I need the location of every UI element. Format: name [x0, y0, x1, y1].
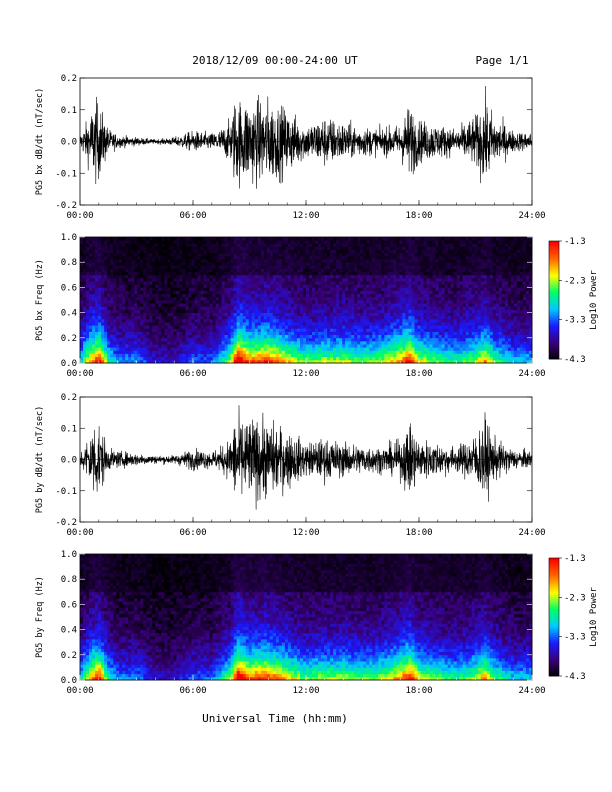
x-tick-label: 18:00 — [405, 528, 432, 538]
y-tick-label: 0.2 — [61, 393, 77, 403]
colorbar: -1.3 -2.3 -3.3 -4.3 Log10 Power — [548, 554, 599, 682]
x-tick-label: 06:00 — [179, 686, 206, 696]
x-tick-label: 24:00 — [518, 369, 545, 379]
y-axis-label: PG5 by dB/dt (nT/sec) — [35, 406, 45, 513]
y-tick-label: 0.1 — [61, 106, 77, 116]
heatmap-cells — [80, 554, 533, 681]
y-tick-label: 0.0 — [61, 676, 77, 686]
y-tick-label: -0.1 — [55, 487, 77, 497]
colorbar-frame — [548, 557, 560, 677]
y-tick-label: 0.1 — [61, 424, 77, 434]
y-tick-label: 0.4 — [61, 309, 77, 319]
colorbar-tick-label: -4.3 — [564, 672, 586, 682]
panel-1: 0.2 0.1 0.0 -0.1 -0.2 PG5 bx dB/dt (nT/sec) 00… — [35, 74, 546, 221]
panel-2: -1.3 -2.3 -3.3 -4.3 Log10 Power 1.0 0.8 0.6 0.4 0… — [35, 233, 599, 379]
y-tick-label: -0.1 — [55, 169, 77, 179]
x-tick-label: 00:00 — [66, 369, 93, 379]
x-tick-label: 06:00 — [179, 211, 206, 221]
x-tick-label: 18:00 — [405, 369, 432, 379]
y-tick-label: 0.2 — [61, 651, 77, 661]
series-line — [80, 405, 532, 510]
y-tick-label: -0.2 — [55, 201, 77, 211]
x-tick-label: 18:00 — [405, 211, 432, 221]
x-tick-label: 12:00 — [292, 211, 319, 221]
y-tick-label: 0.2 — [61, 334, 77, 344]
colorbar-frame — [548, 240, 560, 360]
y-tick-label: 0.8 — [61, 575, 77, 585]
colorbar-tick-label: -1.3 — [564, 237, 586, 247]
x-tick-label: 12:00 — [292, 686, 319, 696]
colorbar: -1.3 -2.3 -3.3 -4.3 Log10 Power — [548, 237, 599, 365]
colorbar-tick-label: -4.3 — [564, 355, 586, 365]
colorbar-label: Log10 Power — [589, 270, 599, 330]
x-tick-label: 24:00 — [518, 686, 545, 696]
panels: 0.2 0.1 0.0 -0.1 -0.2 PG5 bx dB/dt (nT/sec) 00… — [35, 74, 599, 696]
y-tick-label: 0.8 — [61, 258, 77, 268]
x-tick-label: 24:00 — [518, 528, 545, 538]
x-tick-label: 12:00 — [292, 528, 319, 538]
colorbar-tick-label: -3.3 — [564, 633, 586, 643]
y-tick-label: -0.2 — [55, 518, 77, 528]
series-line — [80, 85, 532, 189]
y-tick-label: 0.2 — [61, 74, 77, 84]
y-tick-label: 0.6 — [61, 600, 77, 610]
colorbar-tick-label: -2.3 — [564, 276, 586, 286]
y-tick-label: 0.0 — [61, 359, 77, 369]
figure-title: 2018/12/09 00:00-24:00 UT — [192, 54, 358, 67]
x-tick-label: 24:00 — [518, 211, 545, 221]
y-tick-label: 0.6 — [61, 283, 77, 293]
y-axis-label: PG5 bx dB/dt (nT/sec) — [35, 88, 45, 195]
x-tick-label: 18:00 — [405, 686, 432, 696]
panel-3: 0.2 0.1 0.0 -0.1 -0.2 PG5 by dB/dt (nT/sec) 00… — [35, 393, 546, 538]
x-tick-label: 00:00 — [66, 686, 93, 696]
y-tick-label: 0.0 — [61, 456, 77, 466]
x-tick-label: 06:00 — [179, 528, 206, 538]
y-tick-label: 0.4 — [61, 626, 77, 636]
x-tick-label: 06:00 — [179, 369, 206, 379]
y-tick-label: 1.0 — [61, 233, 77, 243]
colorbar-label: Log10 Power — [589, 587, 599, 647]
x-axis-title: Universal Time (hh:mm) — [202, 712, 348, 725]
y-axis-label: PG5 bx Freq (Hz) — [35, 259, 45, 341]
x-tick-label: 00:00 — [66, 211, 93, 221]
y-axis-label: PG5 by Freq (Hz) — [35, 576, 45, 658]
panel-4: -1.3 -2.3 -3.3 -4.3 Log10 Power 1.0 0.8 0.6 0.4 0… — [35, 550, 599, 696]
x-tick-label: 00:00 — [66, 528, 93, 538]
x-tick-label: 12:00 — [292, 369, 319, 379]
y-tick-label: 1.0 — [61, 550, 77, 560]
y-tick-label: 0.0 — [61, 138, 77, 148]
colorbar-tick-label: -3.3 — [564, 316, 586, 326]
heatmap-cells — [80, 237, 533, 364]
colorbar-tick-label: -1.3 — [564, 554, 586, 564]
colorbar-tick-label: -2.3 — [564, 593, 586, 603]
page-indicator: Page 1/1 — [476, 54, 529, 67]
